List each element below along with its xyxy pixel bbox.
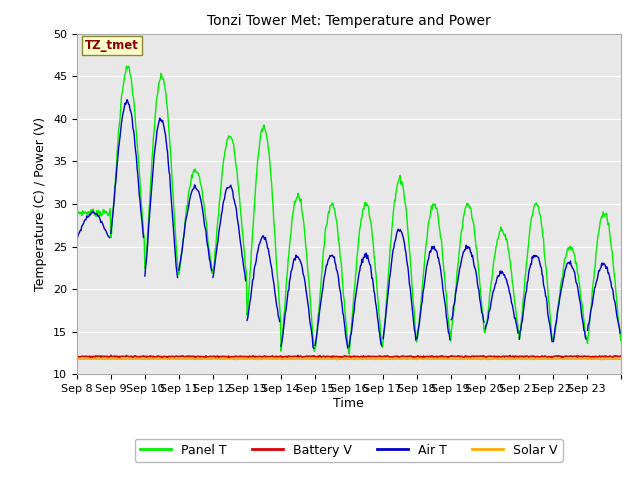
- Panel T: [406, 255, 414, 261]
- Panel T: [437, 236, 445, 241]
- Panel T: [123, 63, 131, 69]
- Battery V: [138, 354, 145, 360]
- Panel T: [138, 200, 145, 205]
- Air T: [285, 287, 292, 293]
- Line: Air T: Air T: [77, 100, 620, 348]
- Air T: [237, 245, 245, 251]
- Battery V: [107, 352, 115, 358]
- Battery V: [285, 353, 292, 359]
- Battery V: [617, 353, 625, 359]
- Solar V: [237, 356, 244, 362]
- Text: TZ_tmet: TZ_tmet: [85, 39, 139, 52]
- Air T: [73, 236, 81, 241]
- Y-axis label: Temperature (C) / Power (V): Temperature (C) / Power (V): [35, 117, 47, 291]
- Battery V: [237, 354, 245, 360]
- Solar V: [333, 357, 341, 362]
- Line: Battery V: Battery V: [77, 355, 621, 358]
- Solar V: [362, 356, 369, 361]
- Panel T: [346, 351, 353, 357]
- Battery V: [264, 354, 272, 360]
- Air T: [138, 212, 145, 218]
- Panel T: [285, 252, 292, 258]
- Battery V: [444, 355, 452, 360]
- Line: Panel T: Panel T: [77, 66, 621, 354]
- Solar V: [137, 356, 145, 362]
- Line: Solar V: Solar V: [77, 359, 621, 360]
- Battery V: [73, 354, 81, 360]
- X-axis label: Time: Time: [333, 397, 364, 410]
- Title: Tonzi Tower Met: Temperature and Power: Tonzi Tower Met: Temperature and Power: [207, 14, 491, 28]
- Battery V: [436, 354, 444, 360]
- Air T: [264, 246, 272, 252]
- Panel T: [237, 215, 245, 221]
- Panel T: [73, 207, 81, 213]
- Solar V: [264, 356, 271, 362]
- Solar V: [406, 356, 414, 362]
- Panel T: [617, 337, 625, 343]
- Air T: [436, 263, 444, 268]
- Solar V: [73, 356, 81, 362]
- Panel T: [264, 145, 272, 151]
- Air T: [406, 281, 413, 287]
- Solar V: [437, 356, 445, 362]
- Battery V: [406, 353, 413, 359]
- Solar V: [284, 356, 292, 362]
- Legend: Panel T, Battery V, Air T, Solar V: Panel T, Battery V, Air T, Solar V: [135, 439, 563, 462]
- Solar V: [617, 356, 625, 362]
